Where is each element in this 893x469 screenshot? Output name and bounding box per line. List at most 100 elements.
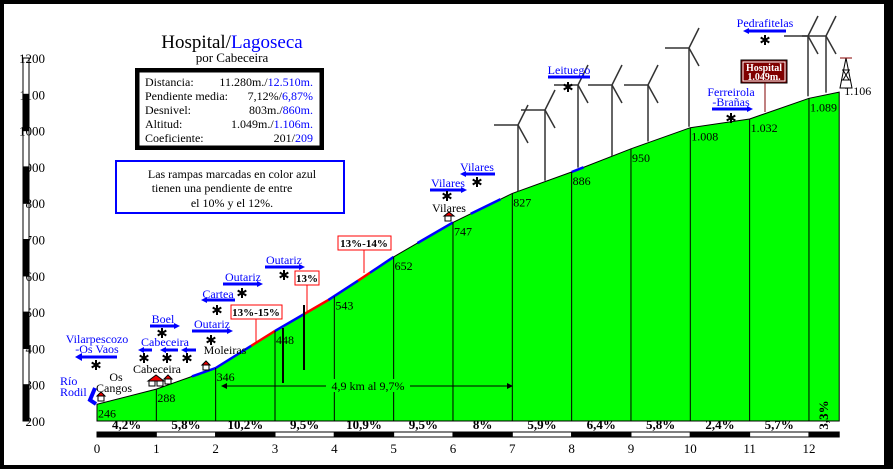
y-tick-label: 1200 xyxy=(19,51,45,66)
star-icon xyxy=(182,353,192,363)
stat-value: 1.049m./1.106m. xyxy=(231,117,313,131)
stat-label: Altitud: xyxy=(145,117,182,131)
place-vilarpescozo: Vilarpescozo xyxy=(66,332,129,346)
x-axis-scale-segment xyxy=(689,431,751,438)
x-tick-label: 2 xyxy=(212,441,219,456)
x-axis-scale-segment xyxy=(333,431,395,438)
x-axis-scale-segment xyxy=(274,431,335,438)
elevation-label: 652 xyxy=(395,259,413,273)
stat-value: 7,12%/6,87% xyxy=(248,89,313,103)
direction-outariz-1: Outariz xyxy=(194,317,230,331)
x-axis-scale-segment xyxy=(630,431,691,438)
grade-label: 5,8% xyxy=(646,417,675,432)
stat-value: 201/209 xyxy=(274,131,313,145)
turbine-blades xyxy=(521,89,556,129)
span-annotation: 4,9 km al 9,7% xyxy=(221,379,513,393)
wind-turbine-icon xyxy=(588,64,623,157)
place-os-cangos: Os xyxy=(109,370,123,384)
y-tick-label: 600 xyxy=(26,269,46,284)
blue-ramp-segment xyxy=(214,344,252,370)
blue-ramp-segment xyxy=(416,221,454,245)
star-icon xyxy=(212,305,222,315)
x-tick-label: 6 xyxy=(450,441,457,456)
star-icon xyxy=(162,353,172,363)
elevation-label: 747 xyxy=(454,224,472,238)
y-tick-label: 800 xyxy=(26,196,46,211)
direction-vilares-1: Vilares xyxy=(431,176,465,190)
stat-label: Pendiente media: xyxy=(145,89,228,103)
svg-text:1.049m.: 1.049m. xyxy=(747,72,781,83)
direction-outariz-2: Outariz xyxy=(225,270,261,284)
star-icon xyxy=(237,288,247,298)
star-icon xyxy=(726,113,736,123)
turbine-blades xyxy=(665,27,700,67)
x-tick-label: 11 xyxy=(743,441,756,456)
turbine-blades xyxy=(802,15,837,55)
chart-title: Hospital/Lagoseca xyxy=(161,32,303,53)
elevation-label: 827 xyxy=(513,195,531,209)
direction-pedrafitelas: Pedrafitelas xyxy=(737,16,794,30)
svg-text:-Brañas: -Brañas xyxy=(712,95,750,109)
grade-label: 8% xyxy=(473,417,493,432)
elevation-label: 246 xyxy=(98,406,116,420)
turbine-blades xyxy=(624,64,659,104)
star-icon xyxy=(760,35,770,45)
red-ramp-segment xyxy=(304,298,330,315)
x-axis-scale-segment xyxy=(511,431,573,438)
x-tick-label: 4 xyxy=(331,441,338,456)
x-tick-label: 9 xyxy=(628,441,635,456)
grade-label: 10,9% xyxy=(346,417,382,432)
svg-text:-Os Vaos: -Os Vaos xyxy=(75,342,119,356)
house-icons xyxy=(95,211,456,402)
direction-leituego: Leituego xyxy=(548,63,591,77)
star-icon xyxy=(563,82,573,92)
stat-label: Desnivel: xyxy=(145,103,191,117)
grade-label: 10,2% xyxy=(227,417,263,432)
y-tick-label: 700 xyxy=(26,233,46,248)
hospital-marker: Hospital 1.049m. xyxy=(740,59,788,112)
direction-ferreirola: Ferreirola xyxy=(707,85,755,99)
elevation-label: 543 xyxy=(335,298,353,312)
x-tick-label: 10 xyxy=(684,441,697,456)
elevation-label: 886 xyxy=(573,174,591,188)
place-rio-rodil: Río xyxy=(60,374,77,388)
svg-text:13%-15%: 13%-15% xyxy=(232,307,280,319)
direction-boel: Boel xyxy=(152,312,175,326)
svg-text:13%-14%: 13%-14% xyxy=(340,238,388,250)
wind-turbines xyxy=(494,15,837,192)
wind-turbine-icon xyxy=(624,64,659,142)
star-icon xyxy=(472,177,482,187)
svg-text:el 10% y el 12%.: el 10% y el 12%. xyxy=(191,196,273,210)
blue-ramp-segment xyxy=(274,312,306,333)
grade-label: 5,9% xyxy=(527,417,556,432)
svg-text:4,9 km al 9,7%: 4,9 km al 9,7% xyxy=(332,379,405,393)
x-tick-label: 7 xyxy=(509,441,516,456)
note-box: Las rampas marcadas en color azul tienen… xyxy=(115,160,345,214)
star-icon xyxy=(157,328,167,338)
blue-ramp-segment xyxy=(191,366,217,378)
direction-cartea: Cartea xyxy=(202,287,234,301)
elevation-label: 1.089 xyxy=(810,100,837,114)
elevation-label: 950 xyxy=(632,151,650,165)
wind-turbine-icon xyxy=(521,89,556,181)
place-cabeceira: Cabeceira xyxy=(133,362,182,376)
elevation-label: 1.032 xyxy=(751,121,778,135)
y-axis-scale-segment xyxy=(22,57,30,95)
blue-ramp-segment xyxy=(327,279,359,301)
x-tick-label: 5 xyxy=(390,441,397,456)
x-axis-scale-segment xyxy=(155,431,217,438)
chart-subtitle: por Cabeceira xyxy=(196,50,269,65)
star-icon xyxy=(442,191,452,201)
star-icon xyxy=(139,353,149,363)
stat-label: Distancia: xyxy=(145,75,194,89)
y-tick-label: 400 xyxy=(26,341,46,356)
direction-arrows xyxy=(75,28,786,361)
x-axis-scale-segment xyxy=(393,431,454,438)
y-tick-label: 900 xyxy=(26,160,46,175)
ramp-label-13-15: 13%-15% xyxy=(230,304,283,343)
grade-label: 9,5% xyxy=(409,417,438,432)
x-tick-label: 12 xyxy=(802,441,815,456)
elevation-label: 448 xyxy=(276,333,294,347)
